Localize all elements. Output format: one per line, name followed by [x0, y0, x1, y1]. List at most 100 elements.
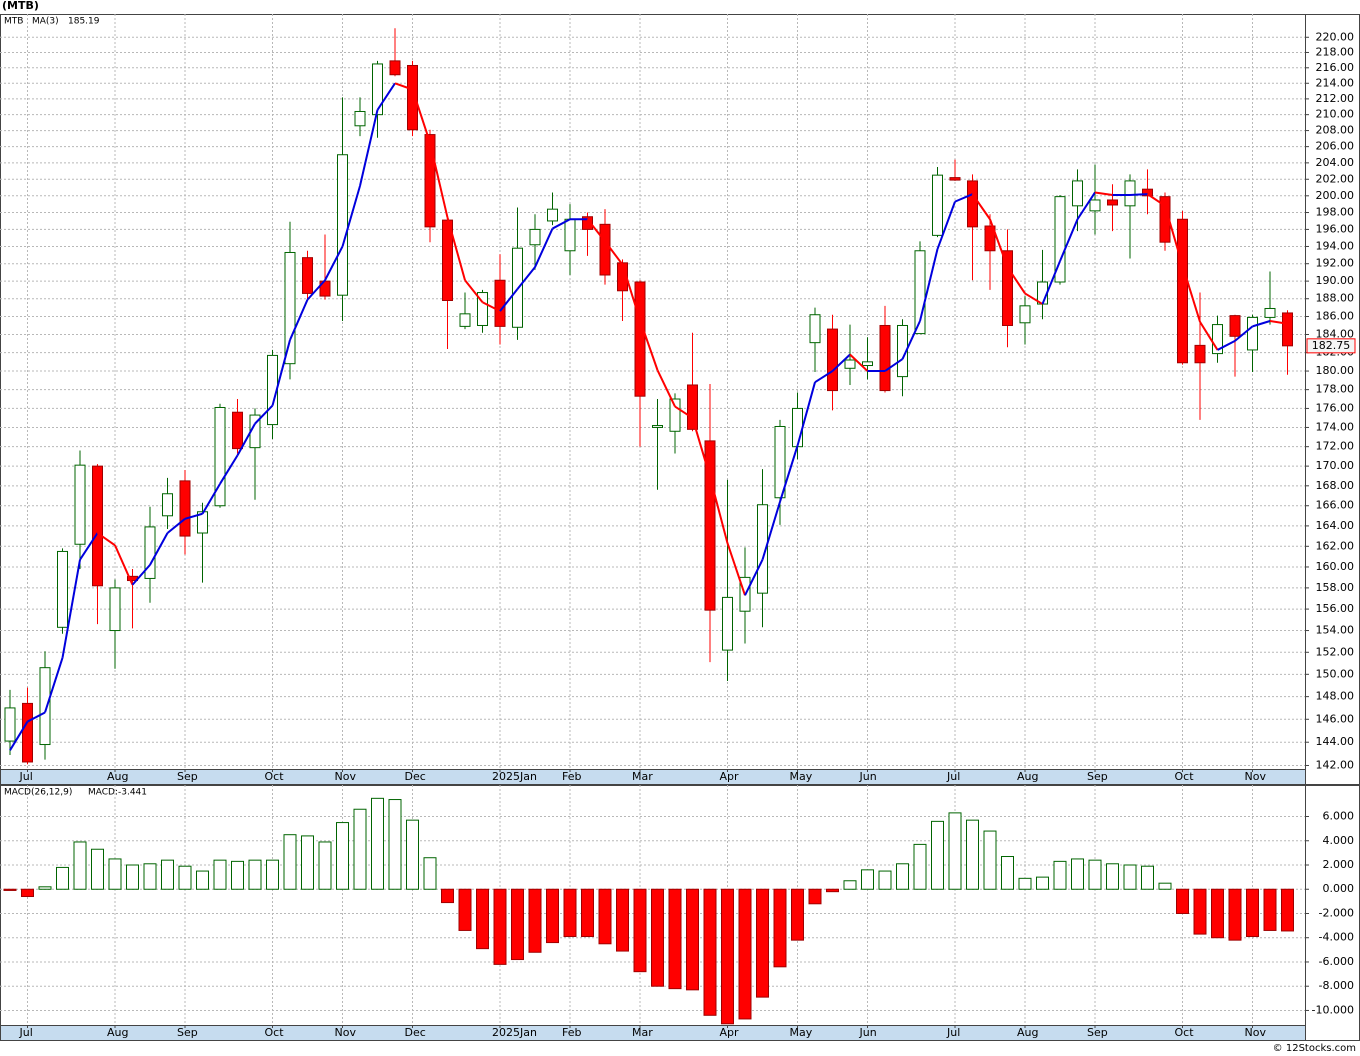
candle-body: [704, 440, 716, 611]
macd-bar: [546, 888, 559, 944]
y-tick-label: -8.000: [1319, 979, 1354, 992]
ma-line: [1129, 193, 1148, 196]
macd-bar: [441, 888, 454, 904]
x-tick-label: 2025Jan: [492, 1026, 537, 1039]
x-tick-label: Sep: [177, 770, 198, 783]
ma-line: [1076, 191, 1096, 220]
y-tick-label: 172.00: [1316, 440, 1355, 453]
macd-bar: [703, 888, 717, 1016]
y-tick-label: 216.00: [1316, 61, 1355, 74]
macd-bar: [791, 888, 804, 941]
candle-body: [337, 154, 348, 296]
ma-line: [534, 228, 554, 268]
ma-line: [814, 370, 834, 384]
candle-body: [1124, 180, 1136, 207]
ma-line: [726, 542, 746, 596]
y-tick-label: 158.00: [1316, 581, 1355, 594]
x-tick-label: Oct: [1175, 1026, 1195, 1039]
candle-body: [22, 702, 33, 763]
y-tick-label: 166.00: [1316, 499, 1355, 512]
macd-bar: [73, 841, 87, 890]
macd-bar: [108, 858, 122, 890]
macd-bar: [1001, 856, 1014, 890]
ma-line: [219, 454, 239, 485]
macd-bar: [1193, 888, 1207, 935]
y-tick-label: 178.00: [1316, 383, 1355, 396]
macd-bar: [563, 888, 577, 938]
candle-body: [494, 279, 506, 327]
candle-body: [74, 464, 86, 545]
candle-body: [4, 707, 16, 742]
candle-body: [914, 250, 926, 335]
candle-body: [389, 60, 401, 76]
ma-line: [376, 82, 396, 111]
ma-line: [499, 288, 519, 312]
ma-line: [324, 246, 344, 281]
macd-bar: [213, 859, 227, 890]
candle-body: [582, 216, 593, 230]
candle-body: [92, 465, 103, 587]
candle-body: [1194, 344, 1206, 364]
macd-bar: [21, 888, 34, 898]
y-tick-label: 164.00: [1316, 519, 1355, 532]
macd-bar: [651, 888, 664, 987]
macd-bar: [1018, 877, 1032, 890]
y-tick-label: 196.00: [1316, 222, 1355, 235]
candle-body: [687, 384, 698, 430]
macd-bar: [266, 859, 279, 890]
ma-line: [1041, 260, 1061, 305]
macd-bar: [196, 870, 209, 890]
x-tick-label: Jul: [19, 770, 33, 783]
candle-body: [1264, 307, 1276, 318]
macd-bar: [406, 819, 419, 890]
ma-line: [516, 266, 536, 290]
macd-bar: [1246, 888, 1259, 938]
macd-bar: [3, 888, 17, 891]
y-tick-label: 186.00: [1316, 310, 1355, 323]
candle-body: [617, 262, 628, 292]
candle-body: [162, 493, 173, 517]
ma-line: [779, 445, 799, 503]
macd-bar: [581, 888, 594, 938]
ma-line: [1006, 266, 1026, 294]
y-tick-label: -6.000: [1319, 955, 1354, 968]
candle-body: [179, 480, 191, 537]
y-tick-label: 198.00: [1316, 206, 1355, 219]
ma-line: [761, 501, 781, 560]
ma-line: [201, 483, 221, 515]
legend-macd: MACD(26,12,9): [4, 788, 72, 798]
candle-body: [1002, 250, 1013, 326]
ma-line: [674, 405, 694, 419]
ma-line: [236, 423, 256, 456]
candle-body: [599, 223, 611, 276]
x-tick-label: Sep: [1087, 1026, 1108, 1039]
macd-bar: [38, 886, 52, 890]
candle-body: [669, 398, 681, 432]
ma-line: [901, 320, 921, 360]
macd-bar: [423, 857, 437, 890]
x-tick-label: Oct: [265, 1026, 285, 1039]
macd-bar: [1158, 882, 1172, 890]
macd-bar: [336, 822, 349, 890]
ma-line: [1024, 292, 1044, 305]
candle-body: [547, 208, 558, 222]
x-tick-label: Jul: [19, 1026, 33, 1039]
y-tick-label: 146.00: [1316, 712, 1355, 725]
candle-body: [232, 411, 243, 450]
ma-line: [1164, 205, 1184, 266]
macd-bar: [1106, 863, 1119, 890]
ma-line: [341, 185, 361, 247]
y-tick-label: 194.00: [1316, 239, 1355, 252]
ma-line: [61, 559, 81, 658]
ma-line: [621, 264, 641, 321]
ma-line: [289, 299, 309, 341]
macd-bar: [756, 888, 769, 998]
candle-body: [477, 292, 488, 326]
y-tick-label: 2.000: [1323, 858, 1355, 871]
macd-bar: [773, 888, 787, 968]
ma-line: [306, 279, 326, 301]
x-tick-label: Jul: [946, 1026, 960, 1039]
x-tick-label: Aug: [107, 1026, 128, 1039]
y-tick-label: 4.000: [1323, 834, 1355, 847]
